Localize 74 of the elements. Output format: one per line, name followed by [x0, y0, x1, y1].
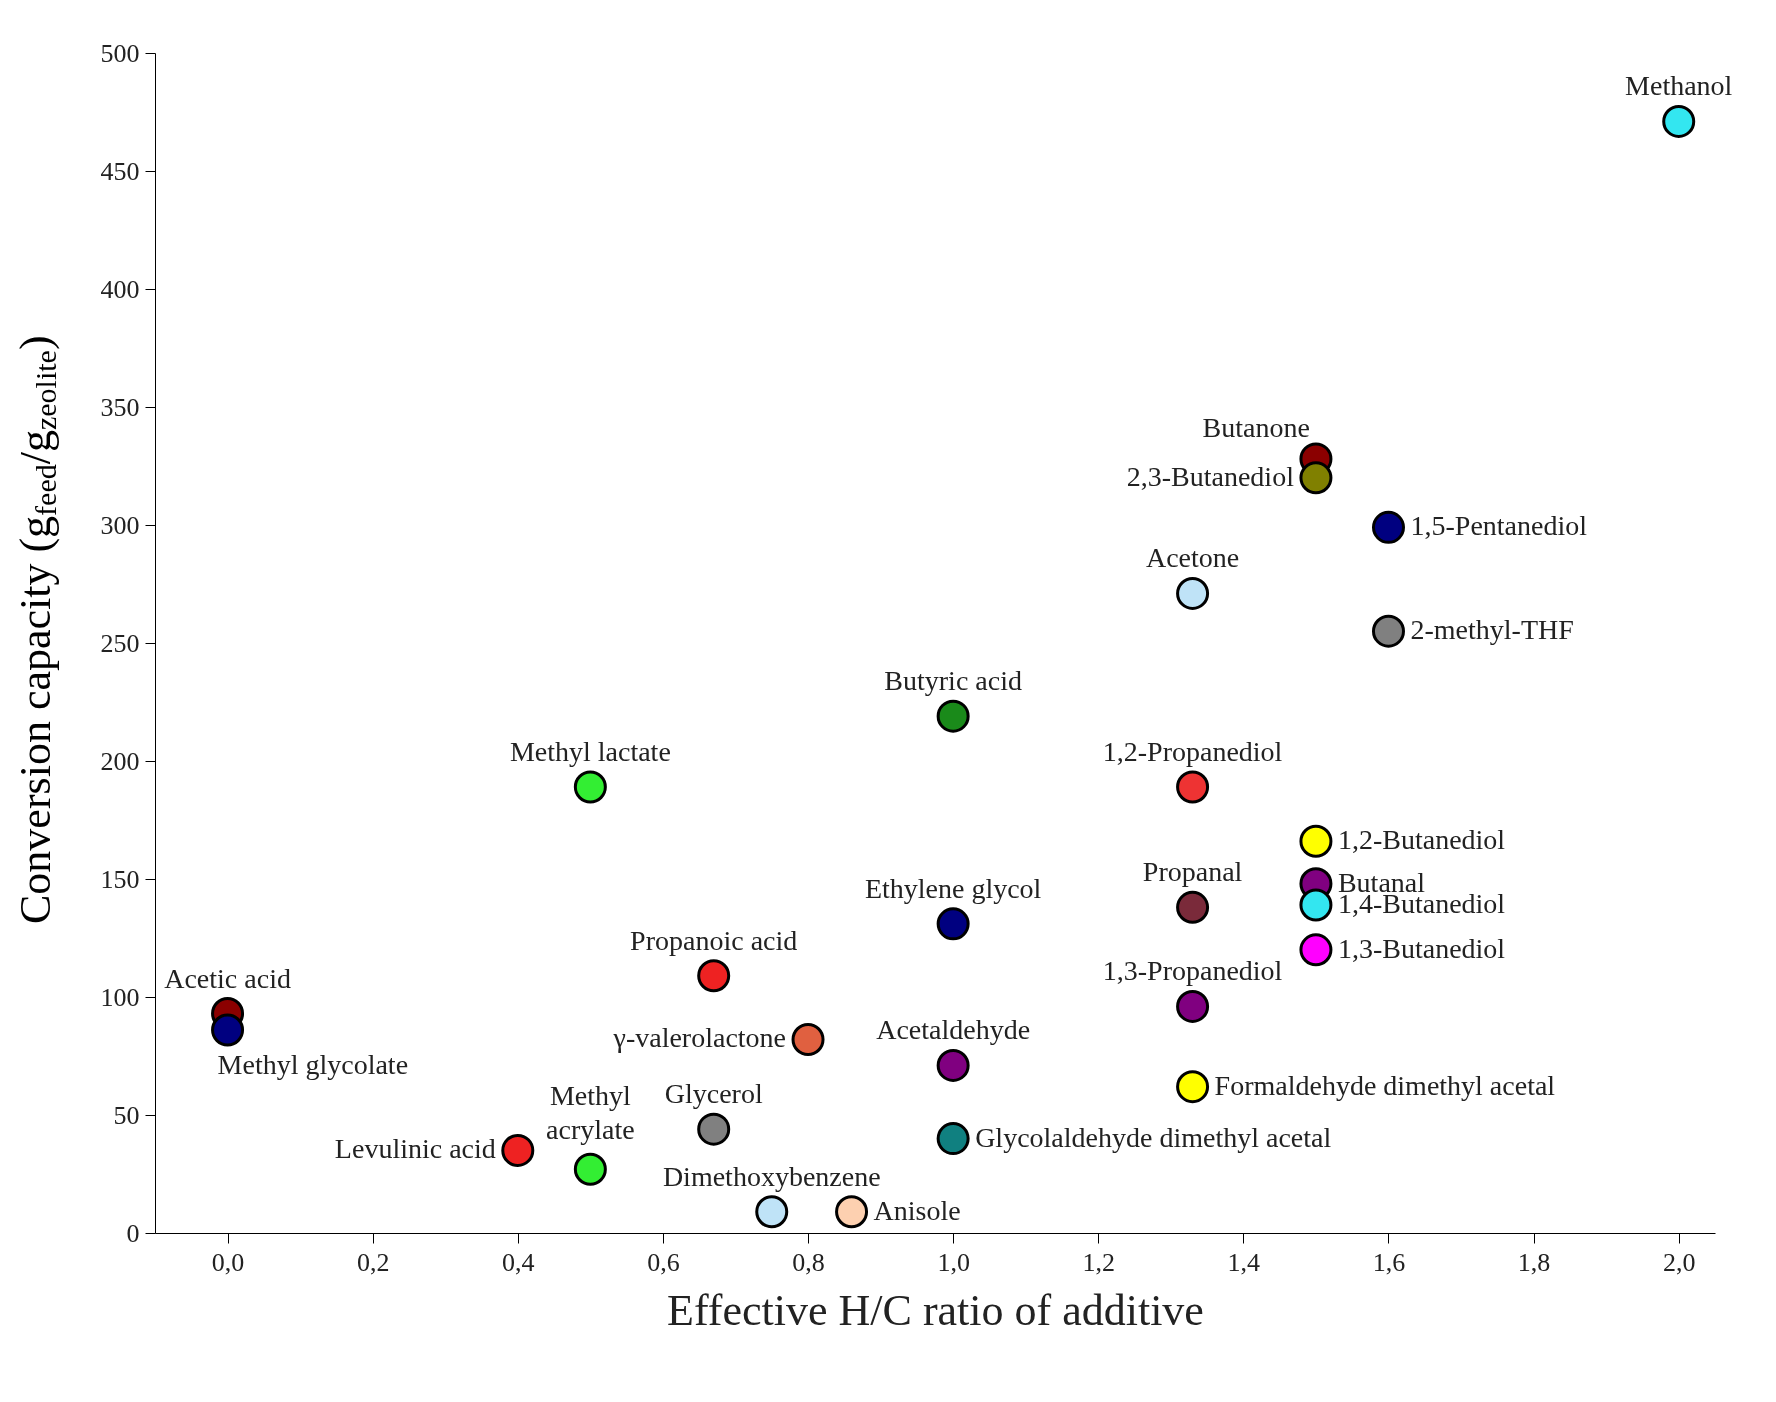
series-label: 1,3-Butanediol — [1337, 932, 1506, 964]
point — [697, 959, 731, 993]
series-label: Levulinic acid — [334, 1133, 496, 1165]
x-tick-label: 1,8 — [1517, 1247, 1551, 1277]
series-label: Acetaldehyde — [876, 1014, 1031, 1046]
point — [1371, 614, 1405, 648]
point — [1176, 770, 1210, 804]
point — [1299, 933, 1333, 967]
point — [936, 1048, 970, 1082]
series-label: Glycerol — [664, 1078, 763, 1110]
y-tick-label: 150 — [100, 864, 140, 894]
y-tick-label: 200 — [100, 746, 140, 776]
x-tick-label: 0,6 — [647, 1247, 680, 1277]
y-tick-label: 450 — [100, 156, 140, 186]
point — [936, 699, 970, 733]
point — [1176, 576, 1210, 610]
point — [573, 770, 607, 804]
series-label: 1,5-Pentanediol — [1410, 510, 1588, 542]
series-label: Formaldehyde dimethyl acetal — [1214, 1069, 1556, 1101]
y-tick-label: 100 — [100, 982, 140, 1012]
point — [697, 1112, 731, 1146]
series-label: Ethylene glycol — [864, 872, 1042, 904]
point — [1176, 1070, 1210, 1104]
series-label: Dimethoxybenzene — [662, 1160, 881, 1192]
point — [936, 1122, 970, 1156]
point — [835, 1195, 869, 1229]
point — [501, 1133, 535, 1167]
series-label: Propanoic acid — [630, 924, 798, 956]
point — [1371, 510, 1405, 544]
series-label: 1,2-Propanediol — [1102, 735, 1283, 767]
x-tick-label: 0,4 — [502, 1247, 535, 1277]
x-tick-label: 2,0 — [1662, 1247, 1696, 1277]
y-tick-label: 500 — [100, 38, 140, 68]
y-tick-label: 250 — [100, 628, 140, 658]
series-label: Methyl lactate — [509, 735, 671, 767]
point — [1299, 461, 1333, 495]
series-label: 2-methyl-THF — [1410, 614, 1574, 646]
y-tick-label: 50 — [113, 1100, 140, 1130]
series-label: 2,3-Butanediol — [1126, 460, 1295, 492]
y-tick-label: 350 — [100, 392, 140, 422]
series-label: Methyl glycolate — [217, 1049, 409, 1081]
series-label: Anisole — [873, 1194, 961, 1226]
point — [1176, 890, 1210, 924]
series-label: Acetone — [1145, 542, 1240, 574]
point — [791, 1023, 825, 1056]
point — [573, 1152, 607, 1186]
series-label: Acetic acid — [164, 962, 291, 994]
series-label: Butanone — [1202, 411, 1310, 443]
x-tick-label: 0,2 — [356, 1247, 390, 1277]
point — [1662, 104, 1696, 138]
y-tick-label: 300 — [100, 510, 140, 540]
point — [211, 1013, 245, 1047]
series-label: Methanol — [1625, 70, 1733, 102]
series-label: Propanal — [1142, 856, 1243, 888]
point — [755, 1195, 789, 1229]
series-label: Methyl acrylate — [546, 1080, 635, 1146]
series-label: Glycolaldehyde dimethyl acetal — [975, 1121, 1332, 1153]
x-tick-label: 0,8 — [792, 1247, 825, 1277]
series-label: 1,2-Butanediol — [1337, 824, 1506, 856]
series-label: γ-valerolactone — [612, 1022, 787, 1054]
x-axis-title: Effective H/C ratio of additive — [667, 1285, 1204, 1335]
x-tick-label: 1,6 — [1372, 1247, 1406, 1277]
y-tick-label: 0 — [126, 1218, 140, 1248]
x-tick-label: 0,0 — [211, 1247, 245, 1277]
point — [936, 907, 970, 941]
x-tick-label: 1,0 — [937, 1247, 970, 1277]
point — [1299, 824, 1333, 858]
series-label: Butyric acid — [884, 665, 1022, 697]
point — [1299, 888, 1333, 922]
series-label: 1,3-Propanediol — [1102, 955, 1283, 987]
y-tick-label: 400 — [100, 274, 140, 304]
x-tick-label: 1,2 — [1082, 1247, 1116, 1277]
point — [1176, 989, 1210, 1023]
x-tick-label: 1,4 — [1227, 1247, 1261, 1277]
